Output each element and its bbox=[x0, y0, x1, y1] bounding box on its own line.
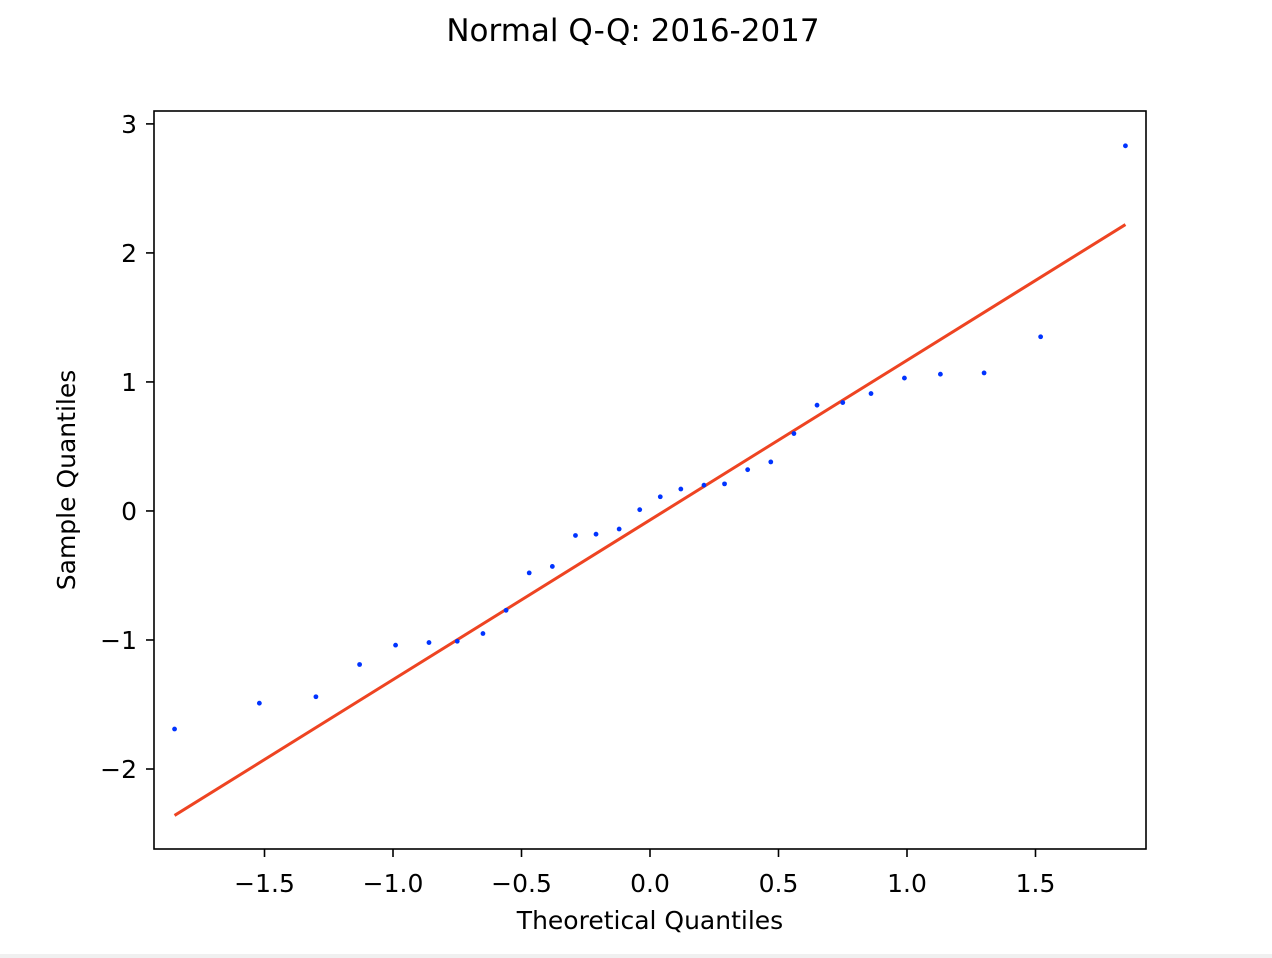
data-point bbox=[426, 640, 432, 645]
x-tick-label: −0.5 bbox=[491, 869, 552, 898]
data-point bbox=[1038, 334, 1044, 340]
data-point bbox=[526, 570, 532, 576]
data-point bbox=[549, 564, 555, 569]
data-point bbox=[868, 391, 874, 396]
x-tick-label: 1.5 bbox=[1016, 869, 1056, 898]
y-tick-label: 2 bbox=[121, 239, 137, 268]
y-tick-label: −2 bbox=[100, 755, 137, 784]
data-point bbox=[791, 431, 797, 436]
data-point bbox=[637, 507, 643, 513]
y-tick-label: 3 bbox=[121, 110, 137, 139]
data-point bbox=[616, 526, 622, 532]
y-tick-label: 1 bbox=[121, 368, 137, 397]
data-point bbox=[722, 481, 727, 487]
y-axis-label: Sample Quantiles bbox=[52, 370, 81, 590]
x-tick-label: −1.5 bbox=[234, 869, 295, 898]
x-tick-label: 0.0 bbox=[630, 869, 670, 898]
bottom-strip bbox=[0, 954, 1272, 958]
data-point bbox=[593, 531, 599, 537]
reference-line bbox=[173, 223, 1127, 817]
y-axis: −2 −1 0 1 2 3 bbox=[100, 110, 154, 784]
y-tick-label: 0 bbox=[121, 497, 137, 526]
chart-title: Normal Q-Q: 2016-2017 bbox=[446, 13, 819, 49]
data-point bbox=[573, 533, 578, 538]
y-tick-label: −1 bbox=[100, 626, 137, 655]
plot-area bbox=[172, 143, 1128, 817]
data-point bbox=[814, 402, 820, 408]
x-tick-label: 0.5 bbox=[759, 869, 799, 898]
data-point bbox=[701, 482, 707, 488]
data-point bbox=[745, 467, 751, 473]
data-point bbox=[981, 370, 987, 376]
data-point bbox=[256, 700, 262, 706]
data-point bbox=[393, 642, 398, 648]
data-point bbox=[313, 694, 319, 700]
data-point bbox=[357, 662, 362, 667]
x-axis-label: Theoretical Quantiles bbox=[516, 906, 783, 935]
x-axis: −1.5 −1.0 −0.5 0.0 0.5 1.0 1.5 bbox=[234, 849, 1055, 898]
x-tick-label: −1.0 bbox=[363, 869, 424, 898]
data-point bbox=[938, 371, 943, 377]
x-tick-label: 1.0 bbox=[887, 869, 927, 898]
data-point bbox=[678, 486, 684, 492]
data-point bbox=[657, 494, 663, 500]
data-point bbox=[172, 726, 177, 732]
data-point bbox=[480, 631, 486, 636]
data-point bbox=[1123, 143, 1128, 149]
data-point bbox=[768, 459, 774, 465]
data-point bbox=[454, 638, 460, 644]
data-point bbox=[503, 607, 509, 613]
data-point bbox=[902, 375, 907, 381]
data-point bbox=[840, 400, 846, 405]
